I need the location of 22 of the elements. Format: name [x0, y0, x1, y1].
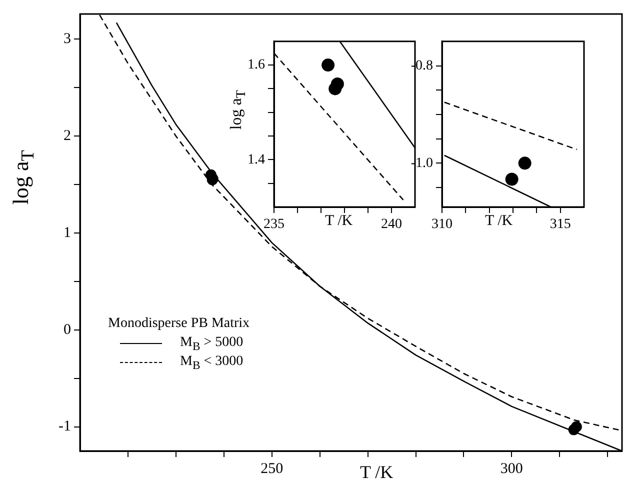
x-tick-label: 240 — [381, 217, 402, 232]
y-tick-label: 1 — [64, 224, 71, 241]
x-tick-label: 235 — [264, 217, 284, 232]
x-axis-title: T /K — [360, 462, 394, 483]
point — [570, 421, 582, 432]
point — [322, 58, 335, 72]
legend-title: Monodisperse PB Matrix — [108, 316, 250, 332]
y-tick-label: -1 — [58, 418, 71, 435]
y-tick-label: 1.6 — [248, 58, 265, 73]
x-tick-label: 310 — [432, 217, 452, 232]
legend-label: M$_{B}$ < 3000 — [180, 354, 244, 372]
y-tick-label: 3 — [64, 31, 71, 48]
x-axis-title: T /K — [325, 213, 353, 230]
y-tick-label: 1.4 — [248, 152, 265, 168]
x-tick-label: 300 — [500, 460, 523, 477]
legend-label: M$_{B}$ > 5000 — [180, 334, 244, 352]
y-tick-label: 2 — [64, 128, 71, 144]
y-tick-label: 0 — [64, 322, 71, 338]
x-tick-label: 250 — [260, 460, 284, 477]
x-axis-title: T /K — [485, 213, 513, 230]
x-tick-label: 315 — [550, 217, 571, 232]
point — [330, 77, 344, 90]
